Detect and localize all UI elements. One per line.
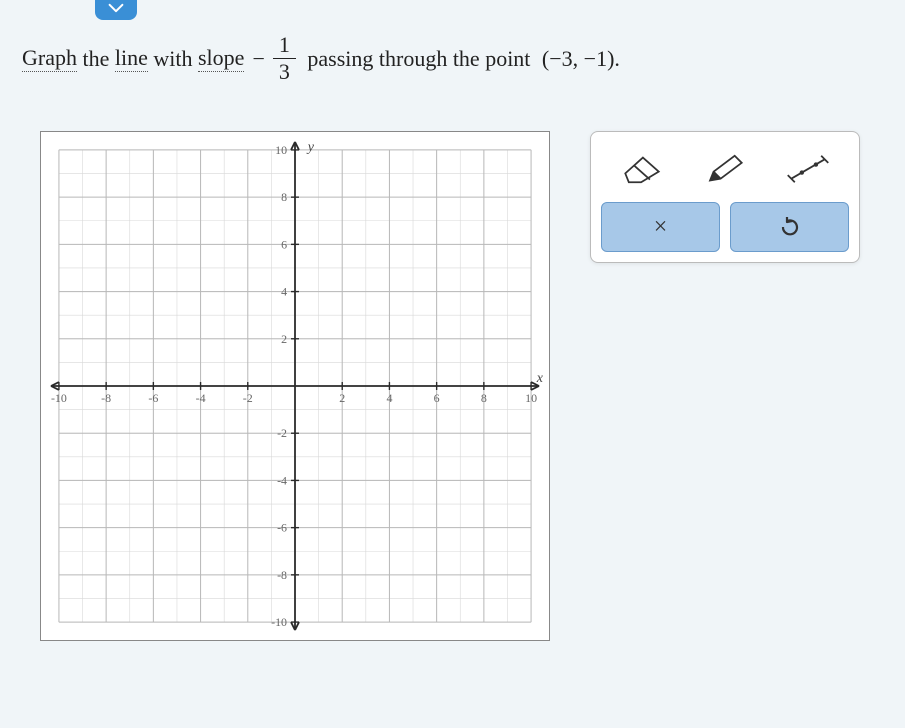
term-slope[interactable]: slope [198, 45, 244, 72]
x-axis-label: x [537, 371, 543, 387]
svg-text:6: 6 [281, 237, 287, 251]
svg-text:4: 4 [386, 391, 392, 405]
svg-text:-8: -8 [277, 568, 287, 582]
toolbox: × [590, 131, 860, 263]
dropdown-tab[interactable] [95, 0, 137, 20]
eraser-icon [620, 154, 664, 184]
svg-text:-10: -10 [51, 391, 67, 405]
svg-text:-6: -6 [148, 391, 158, 405]
slope-fraction: 1 3 [273, 34, 296, 83]
point-value: (−3, −1). [542, 46, 620, 72]
svg-text:10: 10 [275, 143, 287, 157]
svg-text:-2: -2 [243, 391, 253, 405]
svg-text:-10: -10 [271, 615, 287, 629]
slope-sign: − [252, 46, 264, 72]
line-tool[interactable] [778, 147, 838, 191]
line-segment-icon [786, 154, 830, 184]
grid-canvas[interactable]: -10 -8 -6 -4 -2 2 4 6 8 10 -10 -8 -6 -4 -2 2 4 6 8 10 [41, 132, 549, 640]
svg-text:2: 2 [339, 391, 345, 405]
undo-icon [777, 214, 803, 240]
svg-text:8: 8 [281, 190, 287, 204]
svg-text:-2: -2 [277, 426, 287, 440]
term-line[interactable]: line [115, 45, 148, 72]
svg-text:-6: -6 [277, 521, 287, 535]
svg-text:-8: -8 [101, 391, 111, 405]
clear-button[interactable]: × [601, 202, 720, 252]
eraser-tool[interactable] [612, 147, 672, 191]
svg-text:4: 4 [281, 285, 287, 299]
svg-text:-4: -4 [277, 473, 287, 487]
svg-text:-4: -4 [196, 391, 206, 405]
close-icon: × [654, 214, 668, 241]
reset-button[interactable] [730, 202, 849, 252]
svg-text:2: 2 [281, 332, 287, 346]
pencil-icon [703, 154, 747, 184]
instruction-text: Graph the line with slope − 1 3 passing … [22, 34, 883, 83]
svg-text:8: 8 [481, 391, 487, 405]
coordinate-grid[interactable]: -10 -8 -6 -4 -2 2 4 6 8 10 -10 -8 -6 -4 -2 2 4 6 8 10 y x [40, 131, 550, 641]
pencil-tool[interactable] [695, 147, 755, 191]
svg-text:10: 10 [525, 391, 537, 405]
svg-text:6: 6 [434, 391, 440, 405]
y-axis-label: y [308, 140, 314, 156]
term-graph[interactable]: Graph [22, 45, 77, 72]
